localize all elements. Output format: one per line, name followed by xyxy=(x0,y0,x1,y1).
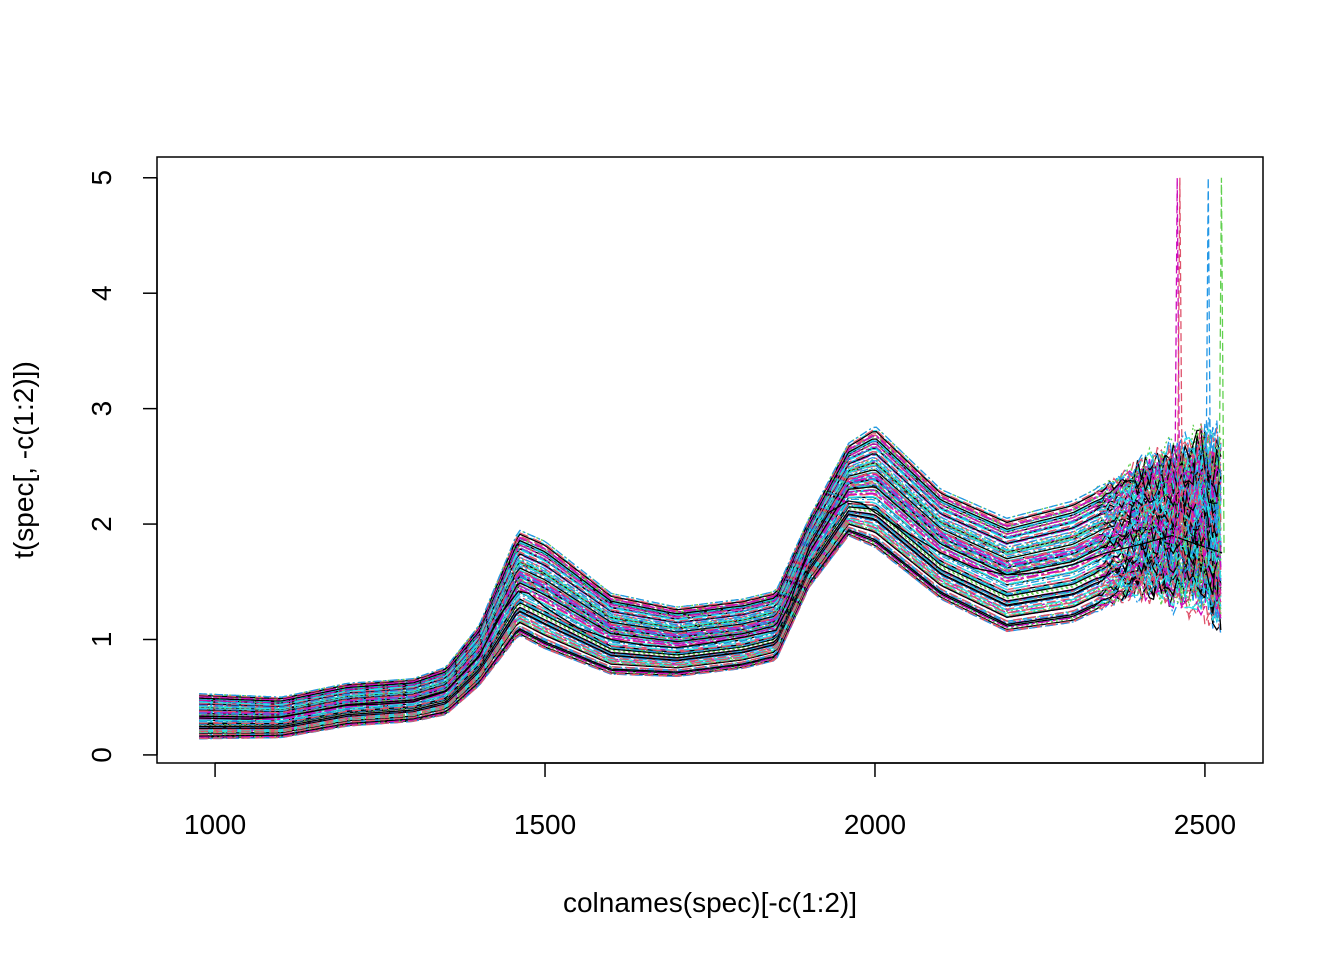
x-tick-label: 2000 xyxy=(844,809,906,840)
spectrum-series xyxy=(199,440,1222,704)
spectrum-series xyxy=(199,529,1222,737)
spectrum-series xyxy=(199,467,1222,712)
x-tick-label: 2500 xyxy=(1174,809,1236,840)
spectrum-series xyxy=(199,469,1222,713)
spectrum-series xyxy=(199,502,1222,725)
x-tick-label: 1000 xyxy=(184,809,246,840)
spectrum-series xyxy=(199,423,1222,699)
spectrum-series xyxy=(199,486,1222,718)
y-axis: 0 1 2 3 4 5 xyxy=(86,170,158,763)
y-tick-label: 0 xyxy=(86,747,117,763)
spectrum-spike xyxy=(1176,177,1184,539)
spectrum-series xyxy=(199,516,1222,731)
spectrum-series xyxy=(199,531,1222,738)
spectrum-series xyxy=(199,519,1222,733)
spectra-series-group xyxy=(199,177,1225,740)
spectrum-series xyxy=(199,447,1222,707)
spectrum-series xyxy=(199,462,1222,710)
x-axis: 1000 1500 2000 2500 xyxy=(184,762,1236,840)
spectrum-series xyxy=(199,534,1222,740)
spectrum-series xyxy=(199,457,1222,709)
x-tick-label: 1500 xyxy=(514,809,576,840)
spectrum-series xyxy=(199,460,1222,710)
spectrum-series xyxy=(199,500,1222,724)
spectrum-series xyxy=(199,434,1222,701)
spectrum-series xyxy=(199,515,1222,730)
y-tick-label: 4 xyxy=(86,285,117,301)
y-axis-label: t(spec[, -c(1:2)]) xyxy=(8,361,39,559)
spectrum-series xyxy=(199,484,1222,718)
spectrum-spike xyxy=(1218,177,1225,553)
x-axis-label: colnames(spec)[-c(1:2)] xyxy=(563,887,857,918)
y-tick-label: 5 xyxy=(86,170,117,186)
spectrum-series xyxy=(199,526,1222,736)
spectrum-series xyxy=(199,482,1222,717)
spectrum-series xyxy=(199,416,1222,698)
spectrum-series xyxy=(199,504,1222,726)
spectrum-series xyxy=(199,430,1222,702)
y-tick-label: 1 xyxy=(86,632,117,648)
spectrum-series xyxy=(199,510,1222,728)
y-tick-label: 2 xyxy=(86,516,117,532)
spectrum-series xyxy=(199,446,1222,706)
y-tick-label: 3 xyxy=(86,401,117,417)
spectrum-series xyxy=(199,464,1222,711)
spectrum-series xyxy=(199,472,1222,714)
spectrum-series xyxy=(199,513,1222,729)
spectrum-series xyxy=(199,498,1222,723)
spectrum-series xyxy=(199,492,1222,721)
mean-spectrum-series xyxy=(199,500,1223,720)
spectrum-series xyxy=(199,478,1222,716)
spectrum-spike xyxy=(1204,177,1212,549)
